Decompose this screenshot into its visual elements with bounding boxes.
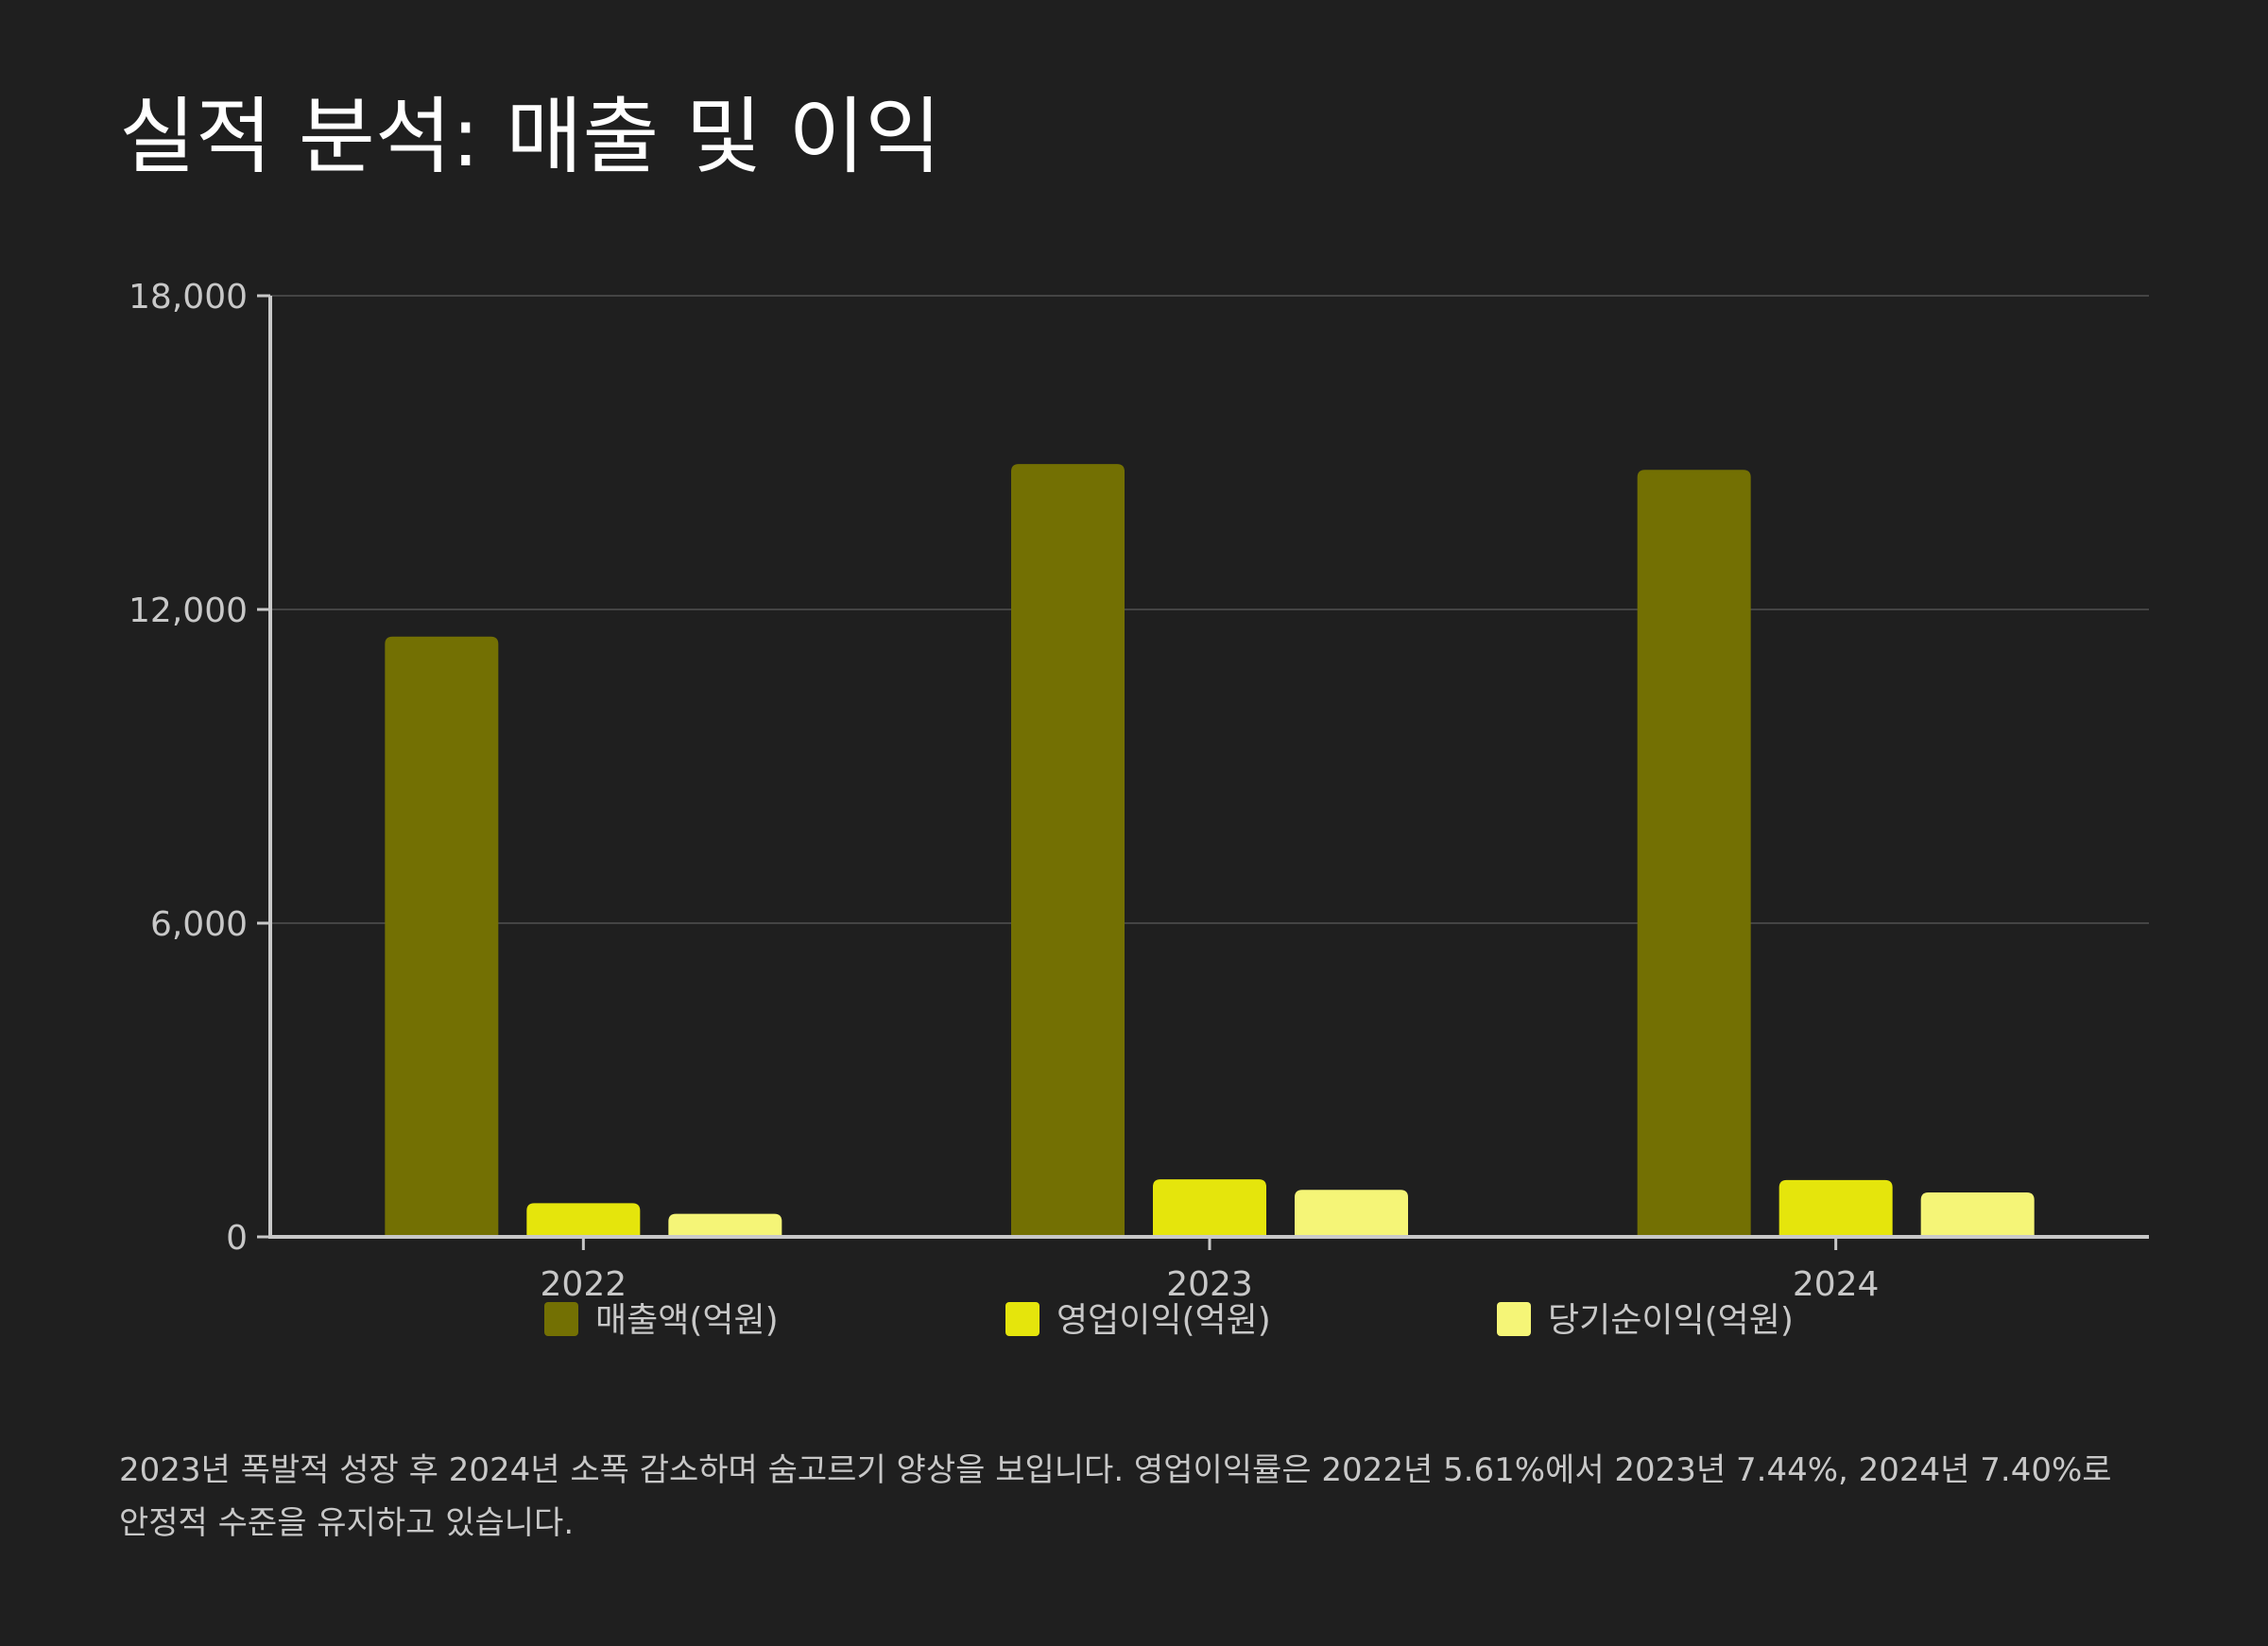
gridlines — [270, 295, 2149, 924]
bar-2023-series-3 — [1295, 1190, 1408, 1237]
bars — [385, 464, 2035, 1237]
y-tick-label: 6,000 — [150, 905, 248, 944]
y-tick-label: 18,000 — [129, 278, 248, 317]
bar-2022-series-2 — [526, 1203, 641, 1237]
chart-title: 실적 분석: 매출 및 이익 — [119, 88, 942, 185]
bar-2023-series-1 — [1011, 464, 1125, 1237]
legend: 매출액(억원) 영업이익(억원) 당기순이익(억원) — [544, 1301, 1794, 1340]
y-tick-label: 12,000 — [129, 592, 248, 630]
bar-2024-series-1 — [1637, 470, 1751, 1237]
y-tick-label: 0 — [226, 1219, 248, 1258]
legend-label: 당기순이익(억원) — [1548, 1301, 1794, 1340]
bar-2022-series-3 — [668, 1213, 782, 1237]
legend-swatch — [1497, 1302, 1531, 1336]
bar-2022-series-1 — [385, 636, 499, 1237]
bar-2023-series-2 — [1153, 1179, 1266, 1237]
bar-2024-series-3 — [1920, 1192, 2035, 1237]
bar-chart: 0 6,000 12,000 18,000 2022 2023 2024 매출액(억원) 영업… — [129, 278, 2149, 1340]
chart-caption: 2023년 폭발적 성장 후 2024년 소폭 감소하며 숨고르기 양상을 보입… — [119, 1451, 2112, 1542]
legend-label: 영업이익(억원) — [1057, 1301, 1271, 1340]
legend-swatch — [544, 1302, 578, 1336]
x-tick-label: 2023 — [1166, 1265, 1253, 1304]
legend-label: 매출액(억원) — [595, 1301, 779, 1340]
legend-swatch — [1005, 1302, 1040, 1336]
x-tick-label: 2022 — [541, 1265, 627, 1304]
bar-2024-series-2 — [1778, 1179, 1893, 1237]
x-tick-label: 2024 — [1793, 1265, 1880, 1304]
axes: 0 6,000 12,000 18,000 2022 2023 2024 — [129, 278, 2149, 1304]
